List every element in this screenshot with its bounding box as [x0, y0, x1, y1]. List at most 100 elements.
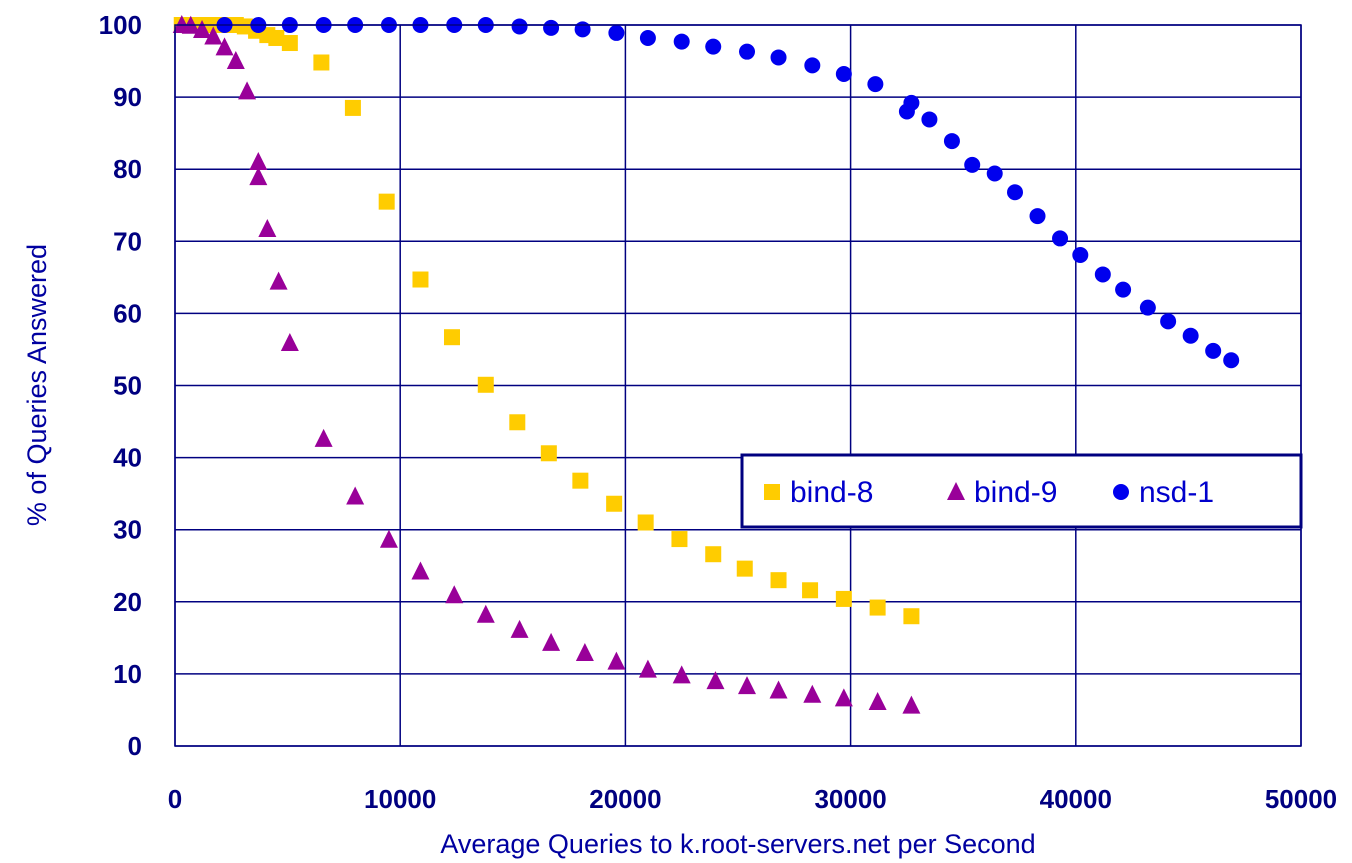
legend: bind-8 bind-9 nsd-1: [740, 453, 1303, 529]
bind-8-point: [869, 599, 886, 616]
bind-8-point: [313, 54, 330, 71]
bind-9-point: [902, 695, 921, 714]
nsd-1-point: [804, 57, 821, 74]
nsd-1-point: [1094, 266, 1111, 283]
y-tick-label: 40: [113, 443, 142, 473]
bind-9-point: [346, 486, 365, 505]
nsd-1-point: [1182, 327, 1199, 344]
bind-9-point: [314, 428, 333, 447]
nsd-1-point: [543, 19, 560, 36]
bind-9-point: [411, 561, 430, 580]
bind-8-point: [281, 35, 298, 52]
nsd-1-point: [639, 29, 656, 46]
data-points: [172, 15, 1240, 714]
y-axis-title: % of Queries Answered: [22, 244, 52, 526]
nsd-1-point: [1139, 299, 1156, 316]
bind-9-point: [226, 51, 245, 70]
legend-box: [740, 453, 1303, 529]
bind-9-point: [834, 688, 853, 707]
bind-8-point: [770, 572, 787, 589]
nsd-1-point: [1006, 184, 1023, 201]
legend-item-nsd-1: nsd-1: [1113, 476, 1214, 509]
series-nsd-1: [216, 17, 1240, 369]
legend-item-bind-9: bind-9: [947, 476, 1057, 509]
bind-9-point: [204, 26, 223, 45]
x-axis-tick-labels: 0 10000 20000 30000 40000 50000: [168, 784, 1337, 814]
x-tick-label: 30000: [814, 784, 886, 814]
bind-9-point: [868, 692, 887, 711]
bind-9-point: [379, 529, 398, 548]
bind-9-point: [238, 81, 257, 100]
bind-8-point: [344, 99, 361, 116]
nsd-1-point: [964, 156, 981, 173]
y-tick-label: 60: [113, 298, 142, 328]
bind-9-point: [510, 619, 529, 638]
y-tick-label: 20: [113, 587, 142, 617]
x-tick-label: 10000: [364, 784, 436, 814]
bind-9-point: [269, 271, 288, 290]
bind-9-point: [803, 684, 822, 703]
nsd-1-point: [903, 94, 920, 111]
bind-9-point: [193, 20, 212, 39]
y-tick-label: 50: [113, 371, 142, 401]
bind-8-point: [671, 531, 688, 548]
nsd-1-point: [608, 24, 625, 41]
bind-8-point: [637, 514, 654, 531]
bind-9-point: [258, 219, 277, 238]
legend-label-bind-8: bind-8: [790, 476, 873, 509]
y-tick-label: 10: [113, 659, 142, 689]
series-bind-9: [172, 15, 921, 714]
nsd-1-point: [986, 165, 1003, 182]
y-tick-label: 100: [99, 10, 142, 40]
legend-label-nsd-1: nsd-1: [1139, 476, 1214, 509]
nsd-1-point: [1205, 342, 1222, 359]
legend-label-bind-9: bind-9: [974, 476, 1057, 509]
nsd-1-point: [511, 18, 528, 35]
x-tick-label: 50000: [1265, 784, 1337, 814]
bind-8-point: [736, 560, 753, 577]
y-tick-label: 0: [128, 731, 142, 761]
bind-8-point: [606, 495, 623, 512]
nsd-1-point: [770, 49, 787, 66]
bind-9-point: [476, 604, 495, 623]
bind-8-point: [268, 29, 285, 46]
y-tick-label: 30: [113, 515, 142, 545]
bind-8-point: [378, 193, 395, 210]
y-tick-label: 80: [113, 154, 142, 184]
nsd-1-point: [1115, 281, 1132, 298]
bind-8-point: [903, 608, 920, 625]
bind-9-point: [249, 151, 268, 170]
bind-8-point: [705, 546, 722, 563]
bind-8-point: [477, 376, 494, 393]
bind-8-point: [802, 582, 819, 599]
bind-8-point: [443, 329, 460, 346]
bind-9-point: [706, 671, 725, 690]
bind-9-point: [575, 642, 594, 661]
nsd-1-point: [1052, 230, 1069, 247]
nsd-1-point: [835, 66, 852, 83]
nsd-1-point: [1029, 208, 1046, 225]
legend-marker-bind-9: [947, 482, 965, 500]
bind-9-point: [542, 632, 561, 651]
bind-9-point: [638, 659, 657, 678]
y-axis-tick-labels: 0 10 20 30 40 50 60 70 80 90 100: [99, 10, 142, 761]
bind-8-point: [509, 414, 526, 431]
x-axis-title: Average Queries to k.root-servers.net pe…: [440, 829, 1035, 859]
bind-9-point: [607, 651, 626, 670]
nsd-1-point: [1223, 352, 1240, 369]
x-tick-label: 0: [168, 784, 182, 814]
bind-8-point: [835, 590, 852, 607]
bind-8-point: [540, 445, 557, 462]
bind-9-point: [215, 37, 234, 56]
bind-9-point: [445, 585, 464, 604]
nsd-1-point: [705, 38, 722, 55]
nsd-1-point: [574, 21, 591, 38]
bind-9-point: [738, 676, 757, 695]
bind-8-point: [572, 472, 589, 489]
nsd-1-point: [739, 43, 756, 60]
nsd-1-point: [1160, 313, 1177, 330]
legend-item-bind-8: bind-8: [764, 476, 873, 509]
y-tick-label: 90: [113, 82, 142, 112]
x-tick-label: 40000: [1040, 784, 1112, 814]
